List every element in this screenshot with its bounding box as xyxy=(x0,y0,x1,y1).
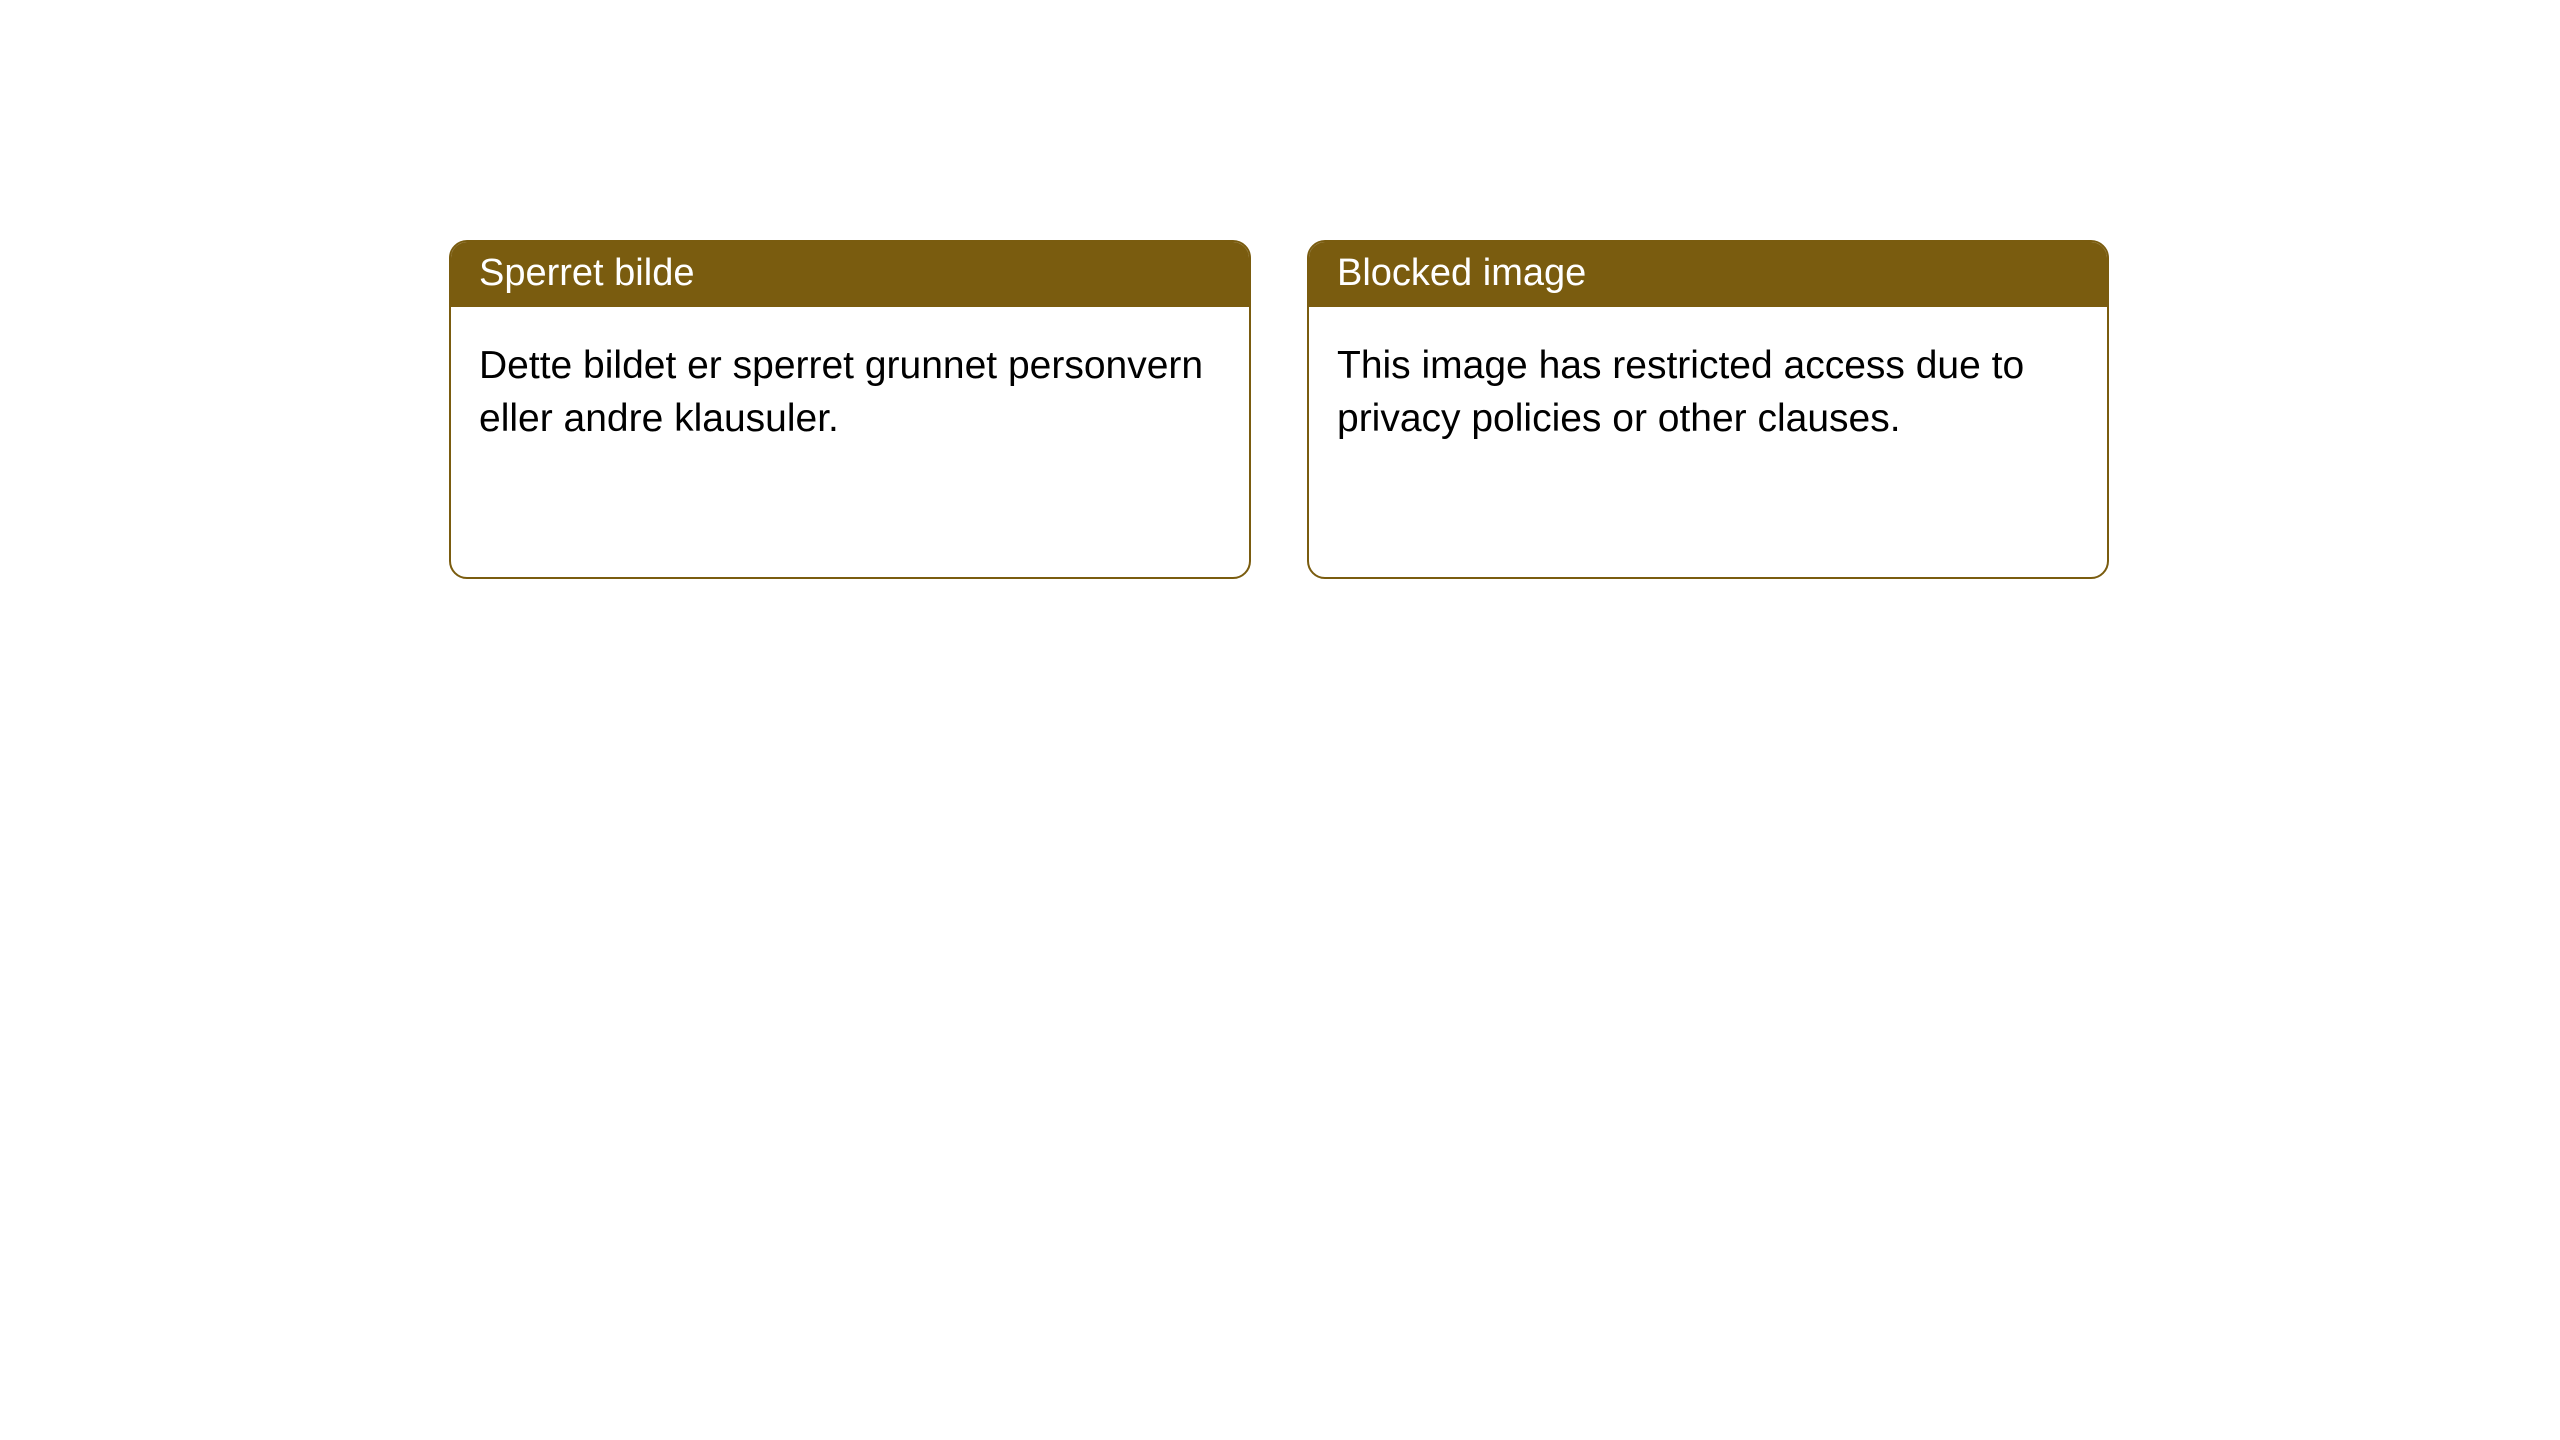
card-body-text: Dette bildet er sperret grunnet personve… xyxy=(479,344,1203,440)
card-header: Blocked image xyxy=(1309,242,2107,307)
card-body: This image has restricted access due to … xyxy=(1309,307,2107,577)
notice-card-norwegian: Sperret bilde Dette bildet er sperret gr… xyxy=(449,240,1251,579)
notice-card-english: Blocked image This image has restricted … xyxy=(1307,240,2109,579)
card-title: Blocked image xyxy=(1337,252,1586,294)
card-body: Dette bildet er sperret grunnet personve… xyxy=(451,307,1249,577)
notice-cards-container: Sperret bilde Dette bildet er sperret gr… xyxy=(449,240,2109,579)
card-body-text: This image has restricted access due to … xyxy=(1337,344,2024,440)
card-title: Sperret bilde xyxy=(479,252,694,294)
card-header: Sperret bilde xyxy=(451,242,1249,307)
